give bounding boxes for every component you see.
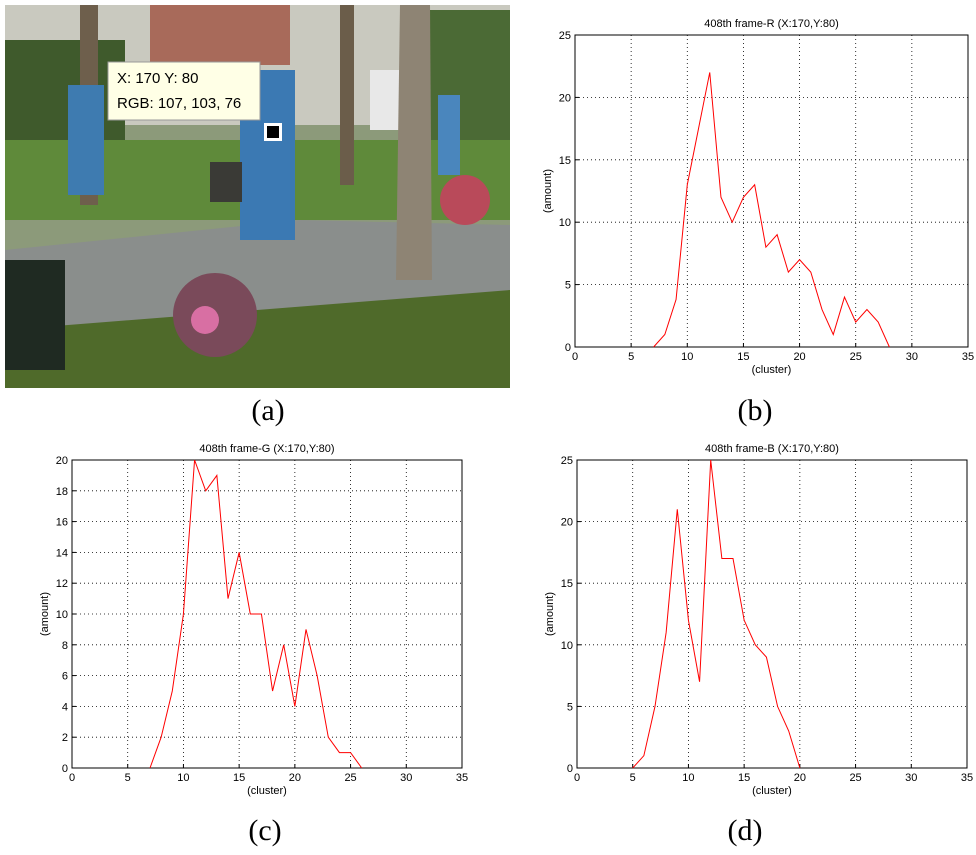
tooltip-text: RGB: 107, 103, 76: [117, 95, 241, 112]
plot-area: [72, 460, 462, 768]
y-tick-label: 10: [56, 609, 68, 621]
x-axis-label: (cluster): [752, 364, 792, 376]
photo: X: 170 Y: 80 RGB: 107, 103, 76: [5, 5, 510, 388]
caption: (a): [251, 394, 284, 427]
y-tick-label: 5: [567, 701, 573, 713]
y-tick-label: 0: [567, 763, 573, 775]
chart-title: 408th frame-B (X:170,Y:80): [705, 443, 839, 455]
caption: (d): [728, 814, 763, 847]
y-tick-label: 20: [56, 455, 68, 467]
x-tick-label: 30: [905, 772, 917, 784]
data-line: [632, 459, 801, 769]
x-tick-label: 10: [681, 351, 693, 363]
x-tick-label: 5: [628, 351, 634, 363]
plot-area: [577, 460, 967, 768]
y-tick-label: 2: [62, 732, 68, 744]
x-tick-label: 35: [456, 772, 468, 784]
x-tick-label: 35: [961, 772, 973, 784]
y-tick-label: 20: [561, 517, 573, 529]
y-tick-label: 20: [559, 92, 571, 104]
y-axis-label: (amount): [39, 592, 51, 636]
y-tick-label: 10: [559, 217, 571, 229]
x-tick-label: 25: [850, 351, 862, 363]
x-tick-label: 15: [233, 772, 245, 784]
axes-box: [576, 459, 968, 769]
x-tick-label: 5: [125, 772, 131, 784]
x-tick-label: 10: [682, 772, 694, 784]
y-tick-label: 0: [62, 763, 68, 775]
x-tick-label: 35: [962, 351, 974, 363]
data-line: [653, 72, 890, 348]
y-tick-label: 4: [62, 701, 68, 713]
plot-area: [575, 35, 968, 347]
y-axis-label: (amount): [542, 169, 554, 213]
y-tick-label: 16: [56, 517, 68, 529]
y-tick-label: 5: [565, 280, 571, 292]
axes-box: [574, 34, 969, 348]
tooltip-text: X: 170 Y: 80: [117, 70, 198, 87]
y-tick-label: 14: [56, 547, 68, 559]
x-tick-label: 10: [177, 772, 189, 784]
x-tick-label: 20: [793, 351, 805, 363]
y-tick-label: 25: [561, 455, 573, 467]
x-tick-label: 0: [69, 772, 75, 784]
caption: (b): [738, 394, 773, 427]
y-tick-label: 25: [559, 30, 571, 42]
y-axis-label: (amount): [544, 592, 556, 636]
x-axis-label: (cluster): [752, 785, 792, 797]
y-tick-label: 8: [62, 640, 68, 652]
x-tick-label: 25: [849, 772, 861, 784]
y-tick-label: 18: [56, 486, 68, 498]
y-tick-label: 12: [56, 578, 68, 590]
y-tick-label: 15: [561, 578, 573, 590]
x-tick-label: 25: [344, 772, 356, 784]
chart-title: 408th frame-R (X:170,Y:80): [704, 18, 839, 30]
x-tick-label: 30: [906, 351, 918, 363]
x-tick-label: 0: [574, 772, 580, 784]
y-tick-label: 15: [559, 155, 571, 167]
x-tick-label: 5: [630, 772, 636, 784]
x-tick-label: 20: [289, 772, 301, 784]
x-tick-label: 15: [737, 351, 749, 363]
y-tick-label: 6: [62, 671, 68, 683]
x-tick-label: 30: [400, 772, 412, 784]
y-tick-label: 0: [565, 342, 571, 354]
caption: (c): [248, 814, 281, 847]
x-tick-label: 20: [794, 772, 806, 784]
chart-title: 408th frame-G (X:170,Y:80): [199, 443, 334, 455]
data-line: [149, 459, 363, 769]
x-tick-label: 0: [572, 351, 578, 363]
axes-box: [71, 459, 463, 769]
x-tick-label: 15: [738, 772, 750, 784]
y-tick-label: 10: [561, 640, 573, 652]
x-axis-label: (cluster): [247, 785, 287, 797]
